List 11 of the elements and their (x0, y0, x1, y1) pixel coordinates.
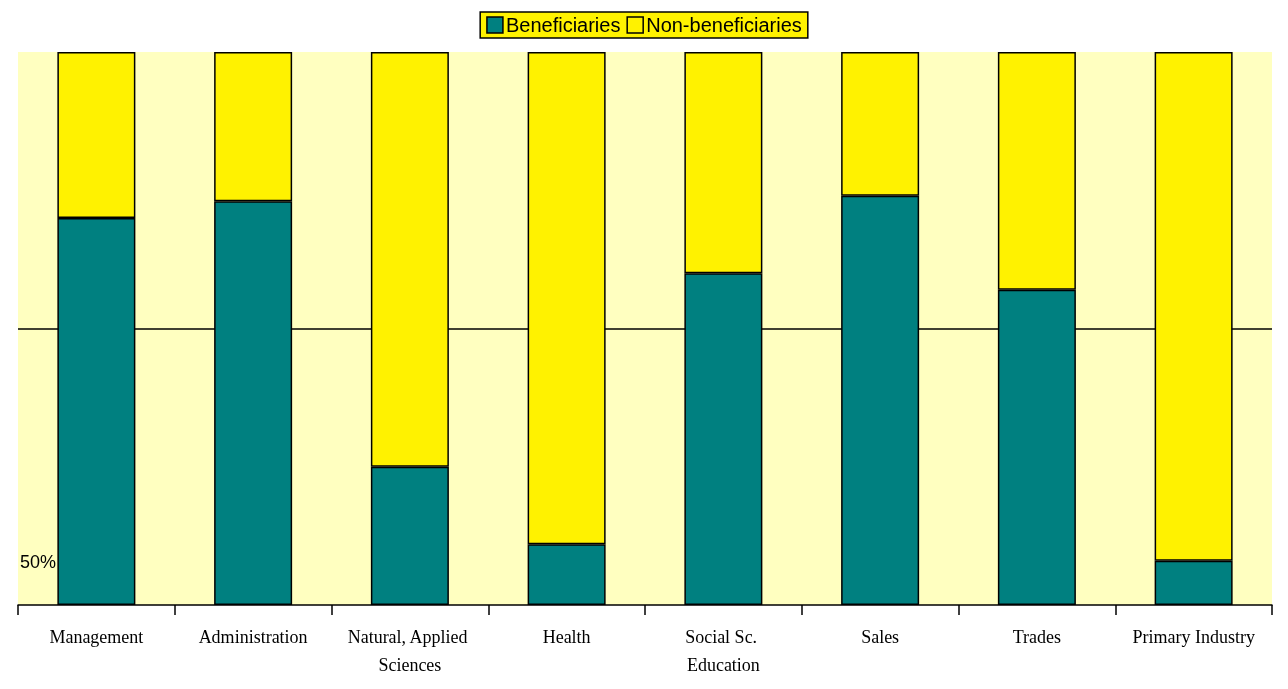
annotation: 50% (20, 552, 57, 572)
x-tick-label: Natural, Applied Sciences (347, 627, 473, 675)
x-tick-label: Sales (861, 627, 900, 647)
x-tick-label: Management (49, 627, 144, 647)
legend-label: Beneficiaries (505, 14, 621, 36)
x-tick-label: Primary Industry (1132, 627, 1255, 647)
x-tick-label: Social Sc. Education (685, 627, 762, 675)
x-tick-label: Health (542, 627, 591, 647)
x-tick-label: Trades (1012, 627, 1062, 647)
legend-label: Non-beneficiaries (646, 14, 802, 36)
x-tick-label: Administration (198, 627, 308, 647)
